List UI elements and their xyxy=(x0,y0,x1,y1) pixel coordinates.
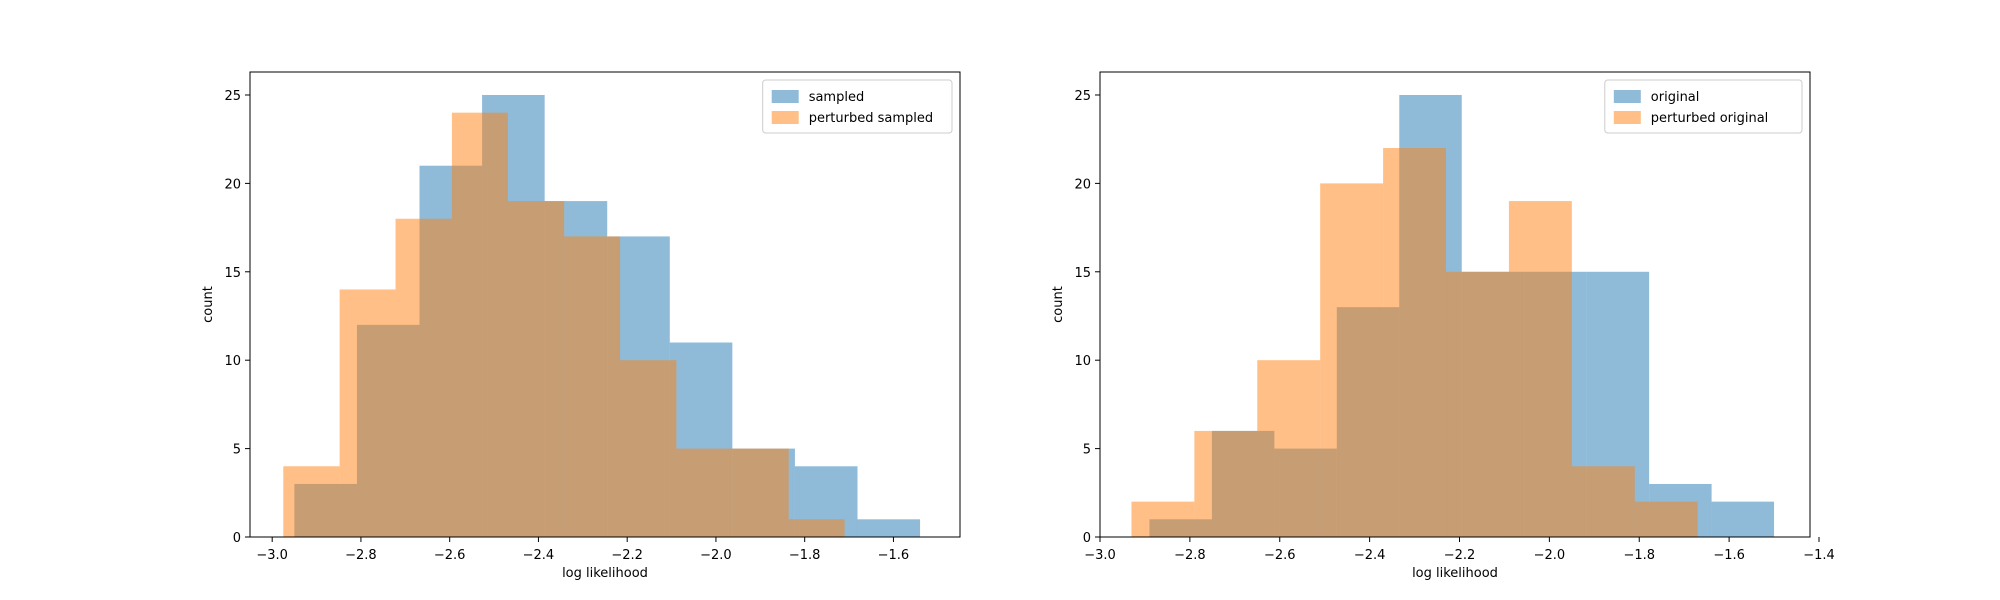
histogram-bar xyxy=(1634,501,1698,537)
legend: sampled perturbed sampled xyxy=(762,79,953,134)
histogram-bar xyxy=(1446,271,1509,537)
y-tick-label: 5 xyxy=(1083,443,1091,458)
y-axis-label: count xyxy=(201,286,216,323)
x-tick-label: −2.0 xyxy=(1534,548,1566,563)
y-tick-label: 15 xyxy=(1074,266,1091,281)
x-tick-label: −1.4 xyxy=(1803,548,1835,563)
y-tick-label: 0 xyxy=(1083,531,1091,546)
histogram-bar xyxy=(1194,430,1258,537)
x-tick-label: −2.8 xyxy=(1174,548,1206,563)
legend: original perturbed original xyxy=(1604,79,1803,134)
histogram-bar xyxy=(676,448,733,537)
legend-box xyxy=(1604,79,1803,134)
legend-label: perturbed original xyxy=(1651,111,1769,126)
x-tick-label: −2.4 xyxy=(1354,548,1386,563)
y-tick-label: 10 xyxy=(224,354,241,369)
x-axis-label: log likelihood xyxy=(1412,566,1498,581)
histogram-bar xyxy=(1257,360,1321,537)
x-tick-label: −1.6 xyxy=(878,548,910,563)
histogram-bar xyxy=(1711,501,1775,537)
legend-label: perturbed sampled xyxy=(809,111,933,126)
y-tick-label: 20 xyxy=(224,177,241,192)
y-tick-label: 5 xyxy=(233,443,241,458)
x-tick-label: −2.6 xyxy=(1264,548,1296,563)
x-tick-label: −1.6 xyxy=(1713,548,1745,563)
y-tick-label: 20 xyxy=(1074,177,1091,192)
y-tick-label: 25 xyxy=(224,89,241,104)
histogram-bar xyxy=(732,448,789,537)
y-tick-label: 0 xyxy=(233,531,241,546)
x-tick-label: −2.4 xyxy=(523,548,555,563)
legend-label: original xyxy=(1651,90,1700,105)
legend-swatch xyxy=(771,111,799,124)
axes-frame xyxy=(249,71,961,538)
histogram-bar xyxy=(1131,501,1195,537)
x-tick-label: −1.8 xyxy=(789,548,821,563)
y-tick-label: 15 xyxy=(224,266,241,281)
histogram-bar xyxy=(788,519,845,537)
histogram-bar xyxy=(1383,148,1447,537)
histogram-bar xyxy=(1508,201,1572,538)
x-tick-label: −2.6 xyxy=(434,548,466,563)
x-tick-label: −1.8 xyxy=(1623,548,1655,563)
histogram-bar xyxy=(451,112,508,537)
legend-swatch xyxy=(1613,111,1641,124)
histogram-bar xyxy=(339,289,396,537)
histogram-panel-2: −3.0 −2.8 −2.6 −2.4 −2.2 −2.0 −1.8 −1.6 −1.4 0 5 10… xyxy=(1051,71,1835,581)
histogram-bar xyxy=(564,236,621,537)
legend-box xyxy=(762,79,953,134)
y-tick-label: 10 xyxy=(1074,354,1091,369)
histogram-bar xyxy=(283,466,340,537)
histogram-bar xyxy=(1571,466,1635,537)
x-axis-label: log likelihood xyxy=(562,566,648,581)
histogram-bar xyxy=(1320,183,1384,538)
legend-swatch xyxy=(1613,90,1641,103)
y-axis-label: count xyxy=(1051,286,1066,323)
histogram-bar xyxy=(395,218,452,537)
axes-frame xyxy=(1099,71,1811,538)
legend-label: sampled xyxy=(809,90,865,105)
legend-swatch xyxy=(771,90,799,103)
x-tick-label: −3.0 xyxy=(256,548,288,563)
x-tick-label: −2.2 xyxy=(611,548,643,563)
series-2 xyxy=(1131,148,1698,538)
histogram-bar xyxy=(507,201,565,538)
x-tick-label: −3.0 xyxy=(1084,548,1116,563)
x-tick-label: −2.0 xyxy=(700,548,732,563)
histogram-bar xyxy=(620,360,677,537)
histogram-panel-1: −3.0 −2.8 −2.6 −2.4 −2.2 −2.0 −1.8 −1.6 0 5 10 15 20… xyxy=(201,71,961,581)
histogram-bar xyxy=(857,519,921,537)
x-tick-label: −2.2 xyxy=(1444,548,1476,563)
series-2 xyxy=(283,112,845,538)
y-tick-label: 25 xyxy=(1074,89,1091,104)
x-tick-label: −2.8 xyxy=(345,548,377,563)
